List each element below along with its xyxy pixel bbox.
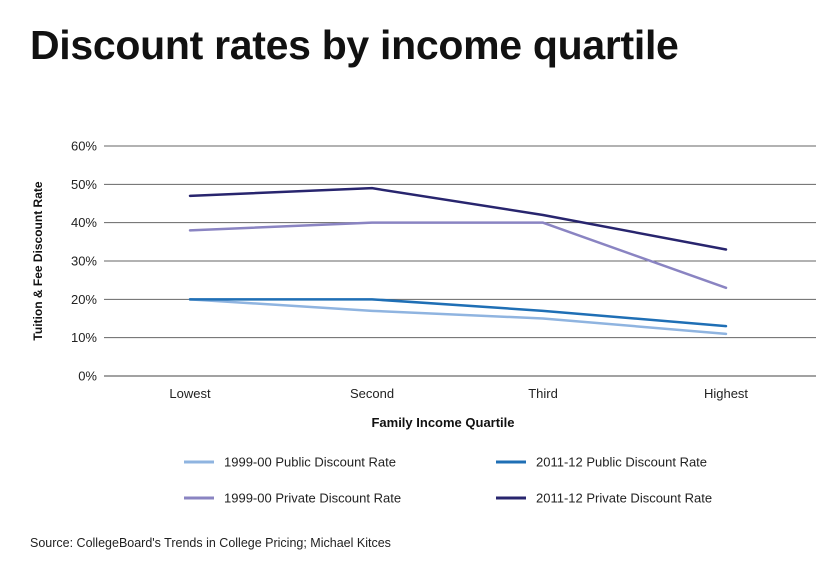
chart-title: Discount rates by income quartile <box>30 22 679 68</box>
y-tick-label: 40% <box>71 215 97 230</box>
gridlines <box>104 145 816 377</box>
series-line-2 <box>188 221 728 290</box>
legend-label: 1999-00 Private Discount Rate <box>224 491 401 506</box>
x-tick-label: Highest <box>704 386 748 401</box>
series-line-3 <box>188 186 728 251</box>
legend: 1999-00 Public Discount Rate 2011-12 Publ… <box>184 455 712 506</box>
y-tick-label: 30% <box>71 254 97 269</box>
series-lines <box>188 186 728 336</box>
y-tick-label: 50% <box>71 177 97 192</box>
y-axis-ticks: 0% 10% 20% 30% 40% 50% 60% <box>71 139 97 384</box>
legend-label: 2011-12 Private Discount Rate <box>536 491 712 506</box>
y-tick-label: 10% <box>71 330 97 345</box>
source-note: Source: CollegeBoard's Trends in College… <box>30 536 391 550</box>
y-tick-label: 20% <box>71 292 97 307</box>
series-line-1 <box>188 298 728 328</box>
line-chart: 0% 10% 20% 30% 40% 50% 60% Lowest Second Third Hi… <box>31 139 816 506</box>
y-axis-label: Tuition & Fee Discount Rate <box>31 181 45 340</box>
x-tick-label: Second <box>350 386 394 401</box>
x-tick-label: Third <box>528 386 558 401</box>
legend-label: 2011-12 Public Discount Rate <box>536 455 707 470</box>
x-axis-label: Family Income Quartile <box>371 415 514 430</box>
y-tick-label: 0% <box>78 369 97 384</box>
series-line-0 <box>188 298 728 336</box>
legend-label: 1999-00 Public Discount Rate <box>224 455 396 470</box>
x-axis-ticks: Lowest Second Third Highest <box>169 386 748 401</box>
y-tick-label: 60% <box>71 139 97 154</box>
x-tick-label: Lowest <box>169 386 211 401</box>
